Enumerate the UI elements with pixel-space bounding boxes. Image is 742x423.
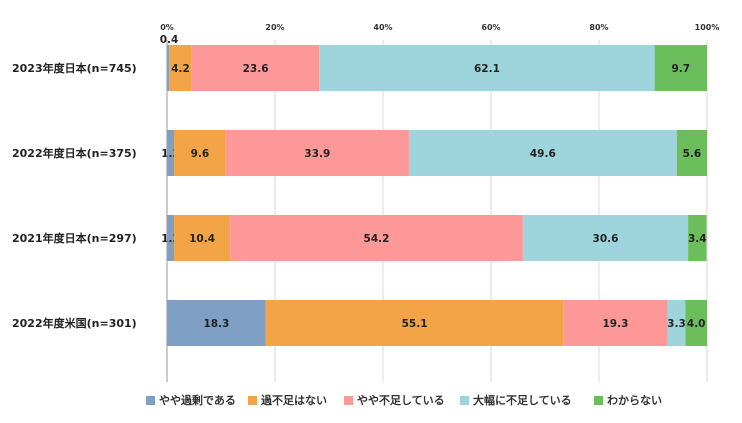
data-label: 9.7 [672, 63, 691, 75]
data-label: 23.6 [243, 63, 269, 75]
data-label: 5.6 [683, 148, 702, 160]
data-label: 49.6 [530, 148, 556, 160]
data-label: 54.2 [364, 233, 390, 245]
x-tick-label: 20% [265, 23, 284, 32]
data-label: 55.1 [402, 318, 428, 330]
legend-swatch [344, 396, 353, 405]
category-label: 2023年度日本(n=745) [12, 61, 137, 75]
data-label: 9.6 [191, 148, 210, 160]
bar-segment [174, 130, 226, 176]
bar-segment [174, 215, 231, 261]
data-label: 30.6 [593, 233, 619, 245]
bar-segment [685, 300, 707, 346]
bar-segment [319, 45, 655, 91]
bar-segment [688, 215, 707, 261]
data-label: 62.1 [474, 63, 500, 75]
bar-segment [667, 300, 686, 346]
bar-segment [265, 300, 564, 346]
data-label: 19.3 [603, 318, 629, 330]
bar-segment [167, 130, 175, 176]
legend-label: 大幅に不足している [473, 393, 572, 407]
bar-segment [522, 215, 689, 261]
data-label: 4.2 [171, 63, 190, 75]
bar-segment [676, 130, 707, 176]
bar-segment [230, 215, 523, 261]
bar-segment [563, 300, 668, 346]
x-tick-label: 80% [589, 23, 608, 32]
bar-segment [169, 45, 192, 91]
x-tick-label: 0% [160, 23, 174, 32]
bar-segment [408, 130, 677, 176]
category-label: 2021年度日本(n=297) [12, 231, 137, 245]
legend-label: わからない [607, 394, 662, 407]
legend-swatch [146, 396, 155, 405]
category-label: 2022年度日本(n=375) [12, 146, 137, 160]
data-label: 3.4 [688, 233, 707, 245]
bar-segment [225, 130, 409, 176]
legend-swatch [248, 396, 257, 405]
legend-label: やや過剰である [159, 393, 236, 407]
data-label: 4.0 [687, 318, 706, 330]
data-label: 33.9 [304, 148, 330, 160]
category-label: 2022年度米国(n=301) [12, 316, 137, 330]
data-label: 10.4 [189, 233, 215, 245]
legend-label: 過不足はない [260, 393, 327, 407]
bar-segment [191, 45, 320, 91]
legend-swatch [460, 396, 469, 405]
legend-swatch [594, 396, 603, 405]
data-label: 0.4 [160, 34, 179, 46]
x-tick-label: 40% [373, 23, 392, 32]
legend-label: やや不足している [357, 394, 445, 407]
bar-segment [167, 300, 266, 346]
x-tick-label: 60% [481, 23, 500, 32]
bar-segment [167, 45, 170, 91]
bar-segment [167, 215, 175, 261]
x-tick-label: 100% [695, 23, 720, 32]
data-label: 3.3 [667, 318, 686, 330]
data-label: 18.3 [203, 318, 229, 330]
bar-segment [654, 45, 707, 91]
